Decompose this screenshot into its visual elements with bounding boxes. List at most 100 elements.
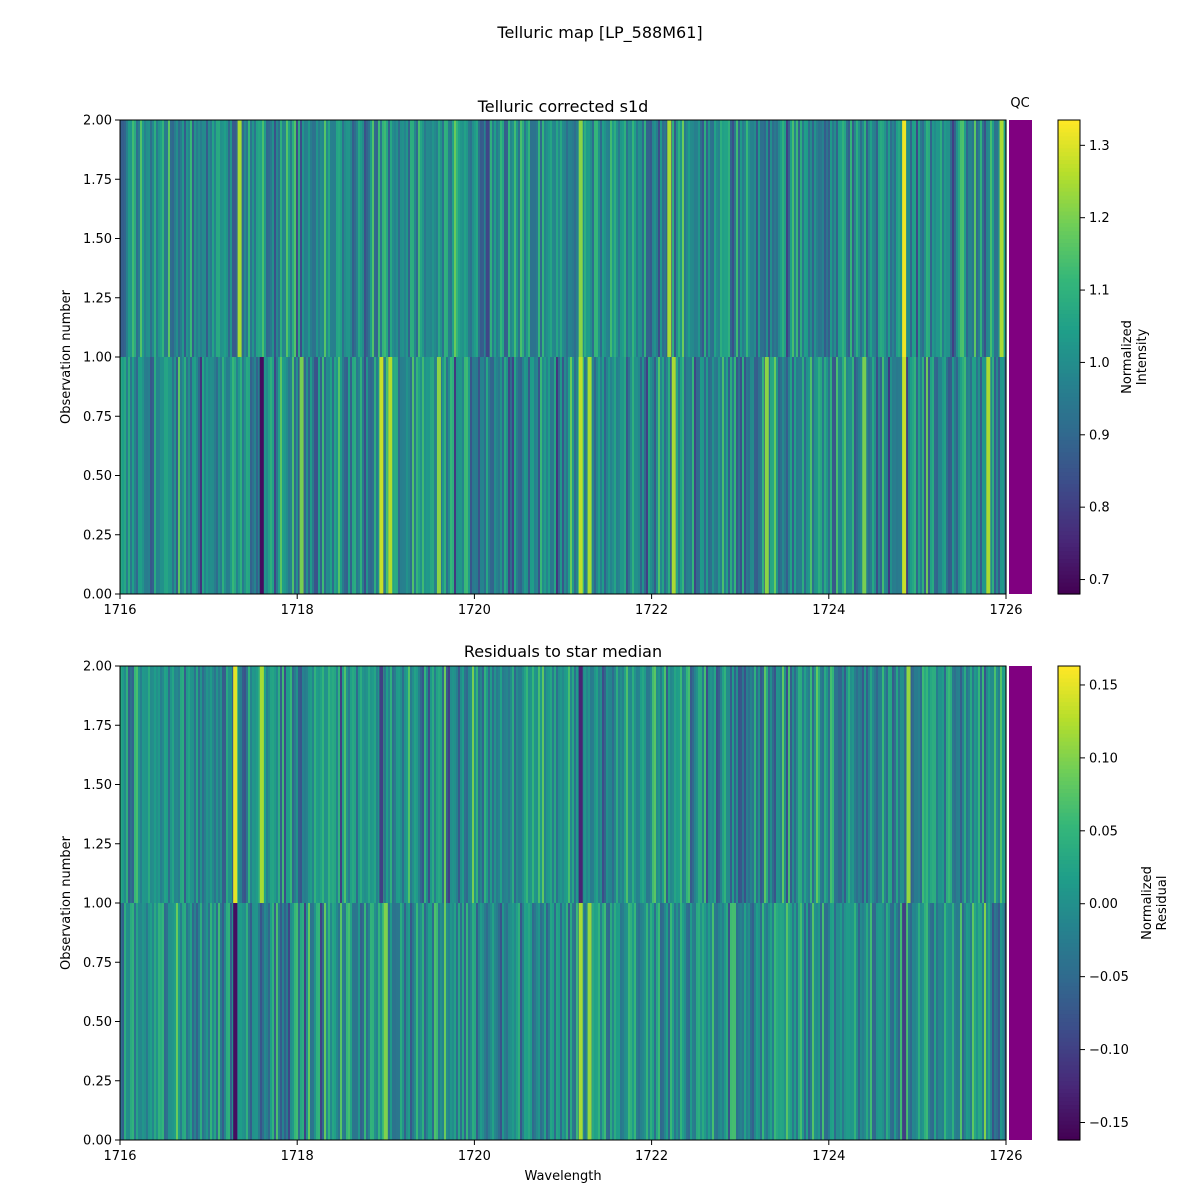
qc-strip <box>1009 666 1032 1140</box>
heatmap-cell <box>596 666 599 903</box>
heatmap-cell <box>216 357 219 594</box>
heatmap-cell <box>896 903 899 1140</box>
heatmap-cell <box>294 903 297 1140</box>
colorbar-gradient <box>1058 827 1080 833</box>
heatmap-cell <box>660 903 663 1140</box>
colorbar-gradient <box>1058 392 1080 398</box>
heatmap-cell <box>906 903 909 1140</box>
colorbar-gradient <box>1058 360 1080 366</box>
heatmap-cell <box>498 120 501 357</box>
colorbar-gradient <box>1058 262 1080 267</box>
heatmap-cell <box>398 120 401 357</box>
heatmap-cell <box>150 120 153 357</box>
heatmap-cell <box>744 120 747 357</box>
heatmap-cell <box>716 666 719 903</box>
heatmap-cell <box>644 666 647 903</box>
heatmap-cell <box>826 903 829 1140</box>
heatmap-cell <box>224 903 227 1140</box>
heatmap-cell <box>656 357 659 594</box>
heatmap-cell <box>354 666 357 903</box>
heatmap-cell <box>644 120 647 357</box>
heatmap-cell <box>982 357 985 594</box>
heatmap-cell <box>382 903 385 1140</box>
heatmap-cell <box>970 666 973 903</box>
heatmap-cell <box>932 666 935 903</box>
heatmap-cell <box>366 120 369 357</box>
heatmap-cell <box>918 903 921 1140</box>
heatmap-cell <box>928 903 931 1140</box>
heatmap-cell <box>952 903 955 1140</box>
heatmap-cell <box>680 357 683 594</box>
heatmap-cell <box>970 357 973 594</box>
heatmap-cell <box>962 903 965 1140</box>
heatmap-cell <box>160 666 163 903</box>
heatmap-cell <box>924 666 927 903</box>
heatmap-cell <box>946 903 949 1140</box>
colorbar-gradient <box>1058 278 1080 283</box>
heatmap-cell <box>978 903 981 1140</box>
heatmap-cell <box>496 120 499 357</box>
heatmap-cell <box>162 120 165 357</box>
heatmap-cell <box>258 666 261 903</box>
heatmap-cell <box>832 357 835 594</box>
heatmap-cell <box>258 120 261 357</box>
heatmap-cell <box>434 120 437 357</box>
heatmap-cell <box>236 666 239 903</box>
heatmap-cell <box>818 120 821 357</box>
heatmap-cell <box>302 120 305 357</box>
heatmap-cell <box>274 666 277 903</box>
heatmap-cell <box>806 666 809 903</box>
colorbar-gradient <box>1058 163 1080 168</box>
heatmap-cell <box>626 903 629 1140</box>
heatmap-cell <box>974 666 977 903</box>
heatmap-cell <box>972 120 975 357</box>
heatmap-cell <box>876 120 879 357</box>
colorbar-gradient <box>1058 966 1080 971</box>
heatmap-cell <box>760 903 763 1140</box>
heatmap-cell <box>276 120 279 357</box>
heatmap-cell <box>574 903 577 1140</box>
colorbar-gradient <box>1058 388 1080 394</box>
heatmap-cell <box>598 666 601 903</box>
heatmap-cell <box>660 666 663 903</box>
heatmap-cell <box>508 120 511 357</box>
heatmap-cell <box>736 666 739 903</box>
heatmap-cell <box>476 666 479 903</box>
heatmap-cell <box>208 120 211 357</box>
colorbar-gradient <box>1058 804 1080 809</box>
heatmap-cell <box>656 666 659 903</box>
heatmap-cell <box>556 666 559 903</box>
heatmap-cell <box>242 903 245 1140</box>
colorbar-tick-label: 0.7 <box>1089 573 1110 588</box>
heatmap-cell <box>144 120 147 357</box>
heatmap-cell <box>860 357 863 594</box>
heatmap-cell <box>600 357 603 594</box>
heatmap-cell <box>492 903 495 1140</box>
heatmap-cell <box>868 666 871 903</box>
colorbar-gradient <box>1058 329 1080 334</box>
heatmap-cell <box>284 666 287 903</box>
heatmap-cell <box>278 903 281 1140</box>
heatmap-cell <box>850 357 853 594</box>
heatmap-cell <box>798 903 801 1140</box>
heatmap-cell <box>436 903 439 1140</box>
spectral-feature <box>578 120 583 357</box>
colorbar-gradient <box>1058 206 1080 212</box>
heatmap-cell <box>348 120 351 357</box>
heatmap-cell <box>850 903 853 1140</box>
heatmap-cell <box>634 357 637 594</box>
colorbar-gradient <box>1058 1049 1080 1054</box>
heatmap-cell <box>254 357 257 594</box>
heatmap-cell <box>442 903 445 1140</box>
colorbar-gradient <box>1058 1076 1080 1082</box>
spectral-feature <box>299 357 304 594</box>
colorbar-gradient <box>1058 242 1080 247</box>
heatmap-cell <box>268 903 271 1140</box>
heatmap-cell <box>690 120 693 357</box>
heatmap-cell <box>872 357 875 594</box>
heatmap-cell <box>526 120 529 357</box>
spectral-feature <box>862 357 867 594</box>
heatmap-cell <box>666 357 669 594</box>
heatmap-cell <box>948 903 951 1140</box>
heatmap-cell <box>562 903 565 1140</box>
